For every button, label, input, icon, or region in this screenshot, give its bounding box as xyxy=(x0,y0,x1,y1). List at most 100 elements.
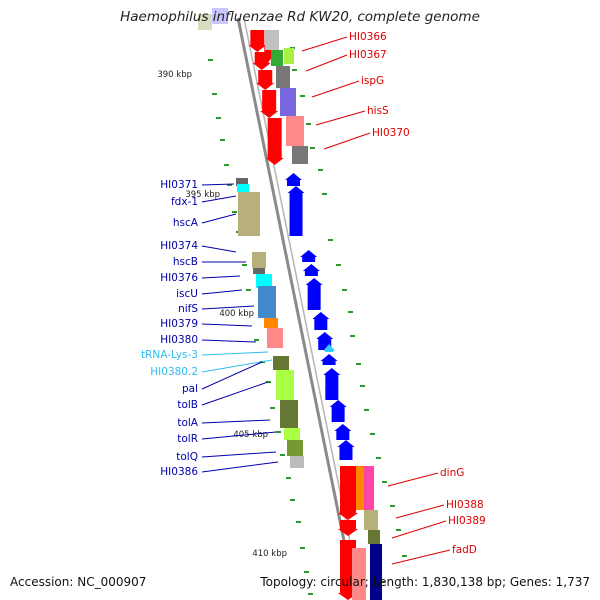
gene-box xyxy=(286,116,304,146)
gene-label: fdx-1 xyxy=(171,196,198,208)
gene-box xyxy=(356,466,364,510)
label-leader xyxy=(315,110,366,126)
gene-label: tolQ xyxy=(176,451,198,463)
label-leader xyxy=(391,549,451,565)
gene-box xyxy=(364,466,374,510)
scale-label: 405 kbp xyxy=(233,430,268,440)
label-leader xyxy=(323,132,371,150)
label-leader xyxy=(201,323,253,327)
gene-box xyxy=(253,268,265,274)
gene-label: HI0374 xyxy=(160,240,198,252)
gene-label: fadD xyxy=(452,544,477,556)
gene-arrow xyxy=(312,312,330,330)
label-leader xyxy=(201,359,273,373)
scale-label: 410 kbp xyxy=(252,549,287,559)
gene-label: nifS xyxy=(178,303,198,315)
label-leader xyxy=(201,339,257,343)
gene-arrow xyxy=(248,30,267,52)
gene-box xyxy=(368,530,380,544)
map-title: Haemophilus influenzae Rd KW20, complete… xyxy=(120,9,480,25)
gene-box xyxy=(370,544,382,600)
gene-box xyxy=(273,356,289,370)
gene-label: HI0388 xyxy=(446,499,484,511)
gene-label: hscA xyxy=(173,217,199,229)
gene-label: hscB xyxy=(173,256,198,268)
gene-label: HI0366 xyxy=(349,31,387,43)
gene-box xyxy=(238,192,260,236)
gene-arrow xyxy=(334,424,352,440)
gene-box xyxy=(276,370,294,400)
gene-box xyxy=(265,30,279,50)
label-leader xyxy=(201,305,255,310)
gene-arrow xyxy=(300,250,318,262)
gene-label: hisS xyxy=(367,105,389,117)
gene-label: iscU xyxy=(176,288,198,300)
gene-box xyxy=(290,456,304,468)
gene-label: HI0380 xyxy=(160,334,198,346)
label-leader xyxy=(311,80,360,98)
label-leader xyxy=(201,451,277,458)
label-leader xyxy=(201,289,243,295)
label-leader xyxy=(201,245,237,253)
label-leader xyxy=(201,381,269,406)
backbone-line xyxy=(236,17,358,600)
gene-box xyxy=(258,286,276,318)
gene-box xyxy=(267,328,283,348)
gene-label: HI0371 xyxy=(160,179,198,191)
gene-box xyxy=(280,400,298,428)
gene-label: HI0367 xyxy=(349,49,387,61)
gene-label: HI0386 xyxy=(160,466,198,478)
gene-arrow xyxy=(284,173,302,186)
scale-label: 390 kbp xyxy=(157,70,192,80)
label-leader xyxy=(201,183,235,186)
gene-arrow xyxy=(323,344,336,352)
scale-label: 400 kbp xyxy=(219,309,254,319)
gene-arrow xyxy=(265,118,284,165)
accession-text: Accession: NC_000907 xyxy=(10,575,147,589)
label-leader xyxy=(201,461,279,473)
gene-arrow xyxy=(305,278,323,310)
gene-box xyxy=(256,274,272,288)
gene-arrow xyxy=(323,368,341,400)
gene-label: tRNA-Lys-3 xyxy=(141,349,198,361)
genome-stats-text: Topology: circular; Length: 1,830,138 bp… xyxy=(260,575,590,589)
label-leader xyxy=(201,419,271,424)
gene-arrow xyxy=(329,400,347,422)
gene-arrow xyxy=(302,264,320,276)
gene-box xyxy=(212,8,228,24)
gene-arrow xyxy=(337,440,355,460)
gene-label: HI0379 xyxy=(160,318,198,330)
gene-box xyxy=(252,252,266,268)
gene-box xyxy=(237,184,249,192)
gene-label: HI0370 xyxy=(372,127,410,139)
gene-label: HI0380.2 xyxy=(150,366,198,378)
scale-label: 395 kbp xyxy=(185,190,220,200)
gene-label: pal xyxy=(182,383,198,395)
gene-box xyxy=(292,146,308,164)
label-leader xyxy=(201,431,277,440)
label-leader xyxy=(201,275,241,279)
label-leader xyxy=(305,54,348,72)
gene-arrow xyxy=(338,520,358,536)
gene-box xyxy=(280,88,296,116)
gene-label: tolB xyxy=(177,399,198,411)
gene-box xyxy=(264,318,278,328)
gene-label: tolA xyxy=(177,417,198,429)
gene-box xyxy=(236,178,248,186)
gene-box xyxy=(284,428,300,440)
gene-arrow xyxy=(256,70,275,90)
gene-arrow xyxy=(260,90,279,118)
label-leader xyxy=(387,472,439,487)
gene-arrow xyxy=(287,186,305,236)
gene-box xyxy=(364,510,378,530)
label-leader xyxy=(201,351,269,356)
gene-arrow xyxy=(320,354,338,365)
gene-label: HI0389 xyxy=(448,515,486,527)
gene-label: ispG xyxy=(361,75,384,87)
gene-label: tolR xyxy=(177,433,198,445)
label-leader xyxy=(391,520,447,539)
label-leader xyxy=(201,195,237,203)
gene-arrow xyxy=(338,466,358,520)
gene-box xyxy=(352,548,366,600)
